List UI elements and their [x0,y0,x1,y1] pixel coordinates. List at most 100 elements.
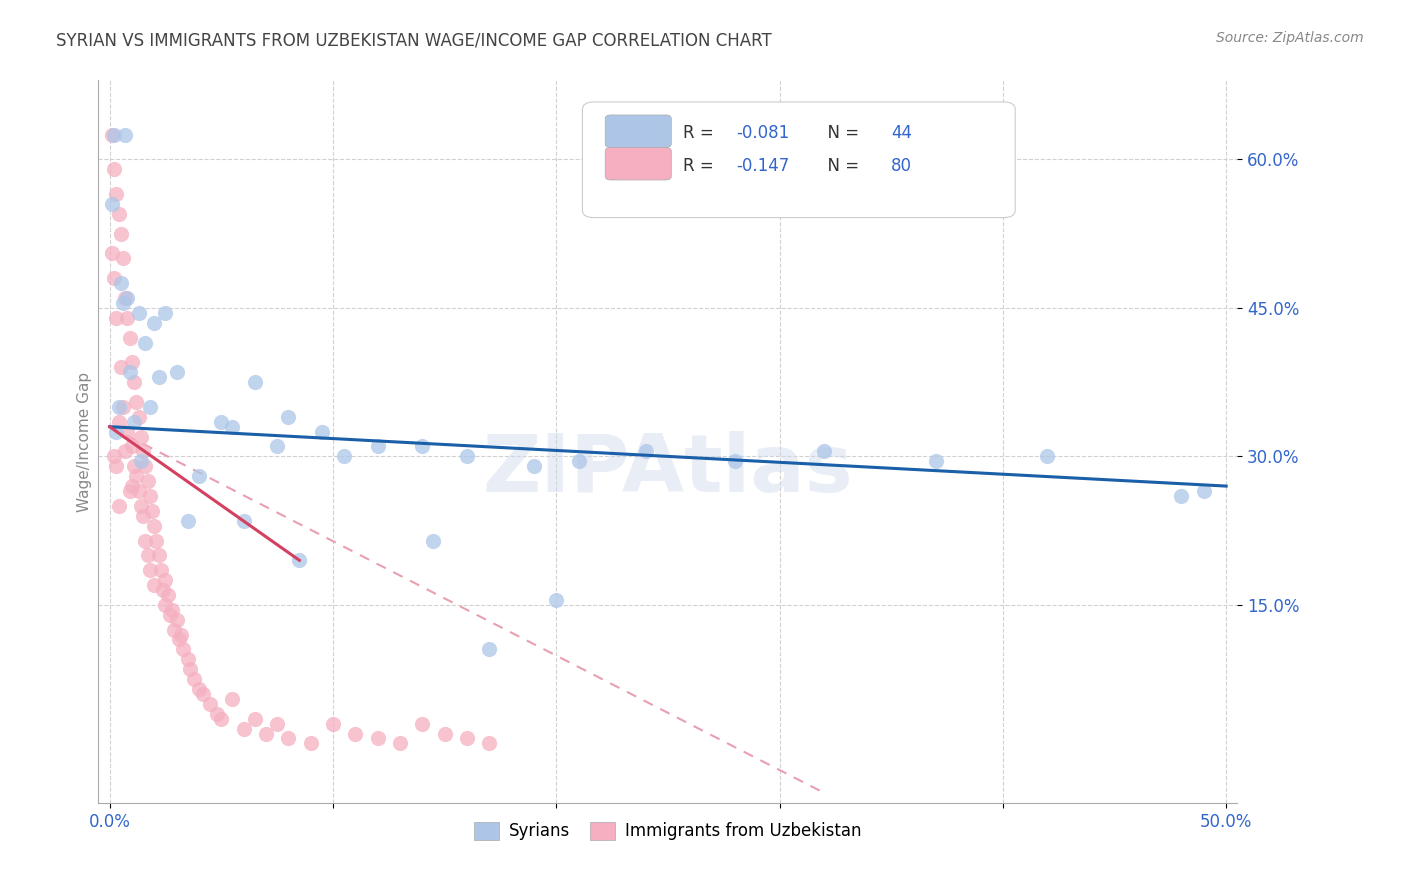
Point [187,681,209,696]
Text: N =: N = [817,156,865,175]
Point [478,642,501,657]
Point [433,726,456,740]
Text: Source: ZipAtlas.com: Source: ZipAtlas.com [1216,31,1364,45]
Point [129,499,152,513]
Point [121,355,143,369]
Point [122,375,145,389]
Point [159,607,181,622]
Point [118,330,141,344]
Point [367,731,389,746]
Point [813,444,835,458]
Point [179,662,201,676]
Point [107,207,129,221]
Point [121,479,143,493]
Point [1192,483,1215,498]
Point [111,296,134,310]
Point [103,450,125,464]
Point [139,563,162,577]
Point [411,440,433,454]
Point [110,360,132,375]
Point [134,335,156,350]
Point [183,672,205,686]
Point [243,712,266,726]
FancyBboxPatch shape [605,115,671,147]
Point [209,712,232,726]
Point [160,603,183,617]
Point [177,652,200,666]
Point [322,716,344,731]
Point [118,483,141,498]
Point [172,642,194,657]
Text: -0.081: -0.081 [737,124,789,142]
Point [111,252,134,266]
Point [388,736,411,750]
Point [145,533,167,548]
Point [114,444,136,458]
Point [117,291,139,305]
Point [367,440,389,454]
Point [136,549,159,563]
Text: 80: 80 [891,156,912,175]
Point [107,415,129,429]
Point [155,306,177,320]
Point [266,716,288,731]
Point [129,429,152,443]
Text: 44: 44 [891,124,912,142]
Point [634,444,657,458]
Point [148,370,170,384]
Point [103,128,125,142]
Point [209,415,232,429]
Point [166,613,188,627]
Point [925,454,948,468]
Point [105,459,128,474]
Point [232,514,254,528]
Point [198,697,221,711]
Point [299,736,322,750]
Point [155,573,177,587]
Point [122,459,145,474]
Point [243,375,266,389]
Y-axis label: Wage/Income Gap: Wage/Income Gap [77,371,91,512]
Point [170,627,193,641]
Point [107,499,129,513]
Point [101,128,124,142]
Point [136,474,159,488]
FancyBboxPatch shape [582,102,1015,218]
Point [456,731,478,746]
Point [456,450,478,464]
Point [148,549,170,563]
Point [266,440,288,454]
Point [221,691,243,706]
Point [152,582,174,597]
Point [101,246,124,260]
Point [139,400,162,414]
FancyBboxPatch shape [605,147,671,180]
Point [232,722,254,736]
Point [311,425,333,439]
Point [177,514,200,528]
Point [105,425,128,439]
Legend: Syrians, Immigrants from Uzbekistan: Syrians, Immigrants from Uzbekistan [465,814,870,848]
Point [105,187,128,202]
Point [1170,489,1192,503]
Point [166,365,188,379]
Point [411,716,433,731]
Point [125,469,148,483]
Point [134,533,156,548]
Text: N =: N = [817,124,865,142]
Point [422,533,444,548]
Point [105,310,128,325]
Point [149,563,172,577]
Point [132,444,155,458]
Point [103,271,125,285]
Point [117,425,139,439]
Point [277,731,299,746]
Point [134,459,156,474]
Point [523,459,546,474]
Point [111,400,134,414]
Point [117,310,139,325]
Point [103,162,125,177]
Point [277,409,299,424]
Point [110,276,132,290]
Point [107,400,129,414]
